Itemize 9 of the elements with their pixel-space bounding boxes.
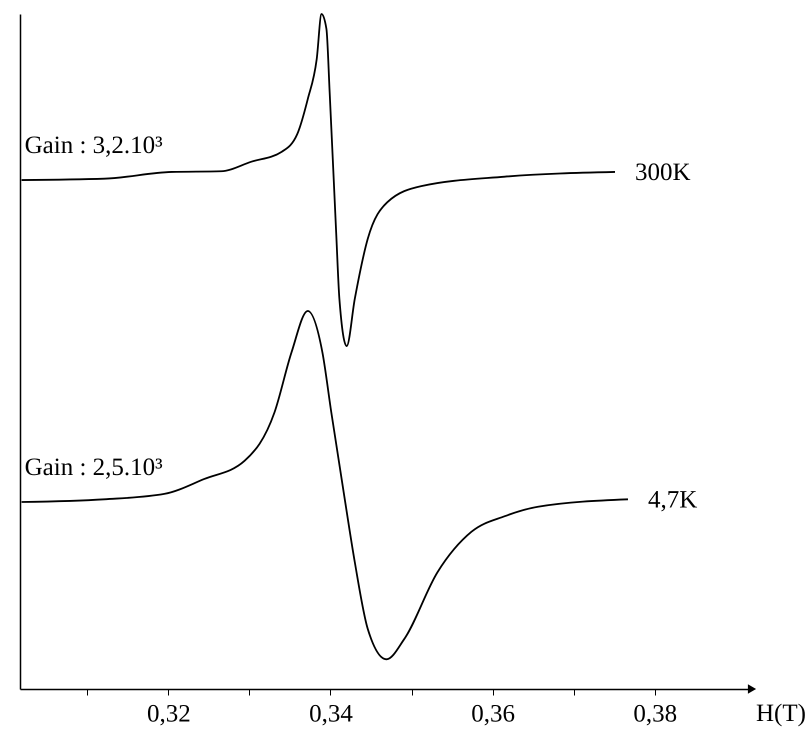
x-tick-label: 0,34	[309, 700, 354, 728]
x-tick-label: 0,38	[633, 700, 678, 728]
series-label: 300K	[635, 158, 691, 186]
x-tick-label: 0,36	[471, 700, 515, 728]
series-label: 4,7K	[648, 486, 698, 514]
x-tick-label: 0,32	[146, 700, 191, 728]
x-axis-title: H(T)	[756, 700, 806, 727]
annotation: Gain : 3,2.10³	[24, 132, 164, 160]
annotation: Gain : 2,5.10³	[24, 454, 164, 482]
